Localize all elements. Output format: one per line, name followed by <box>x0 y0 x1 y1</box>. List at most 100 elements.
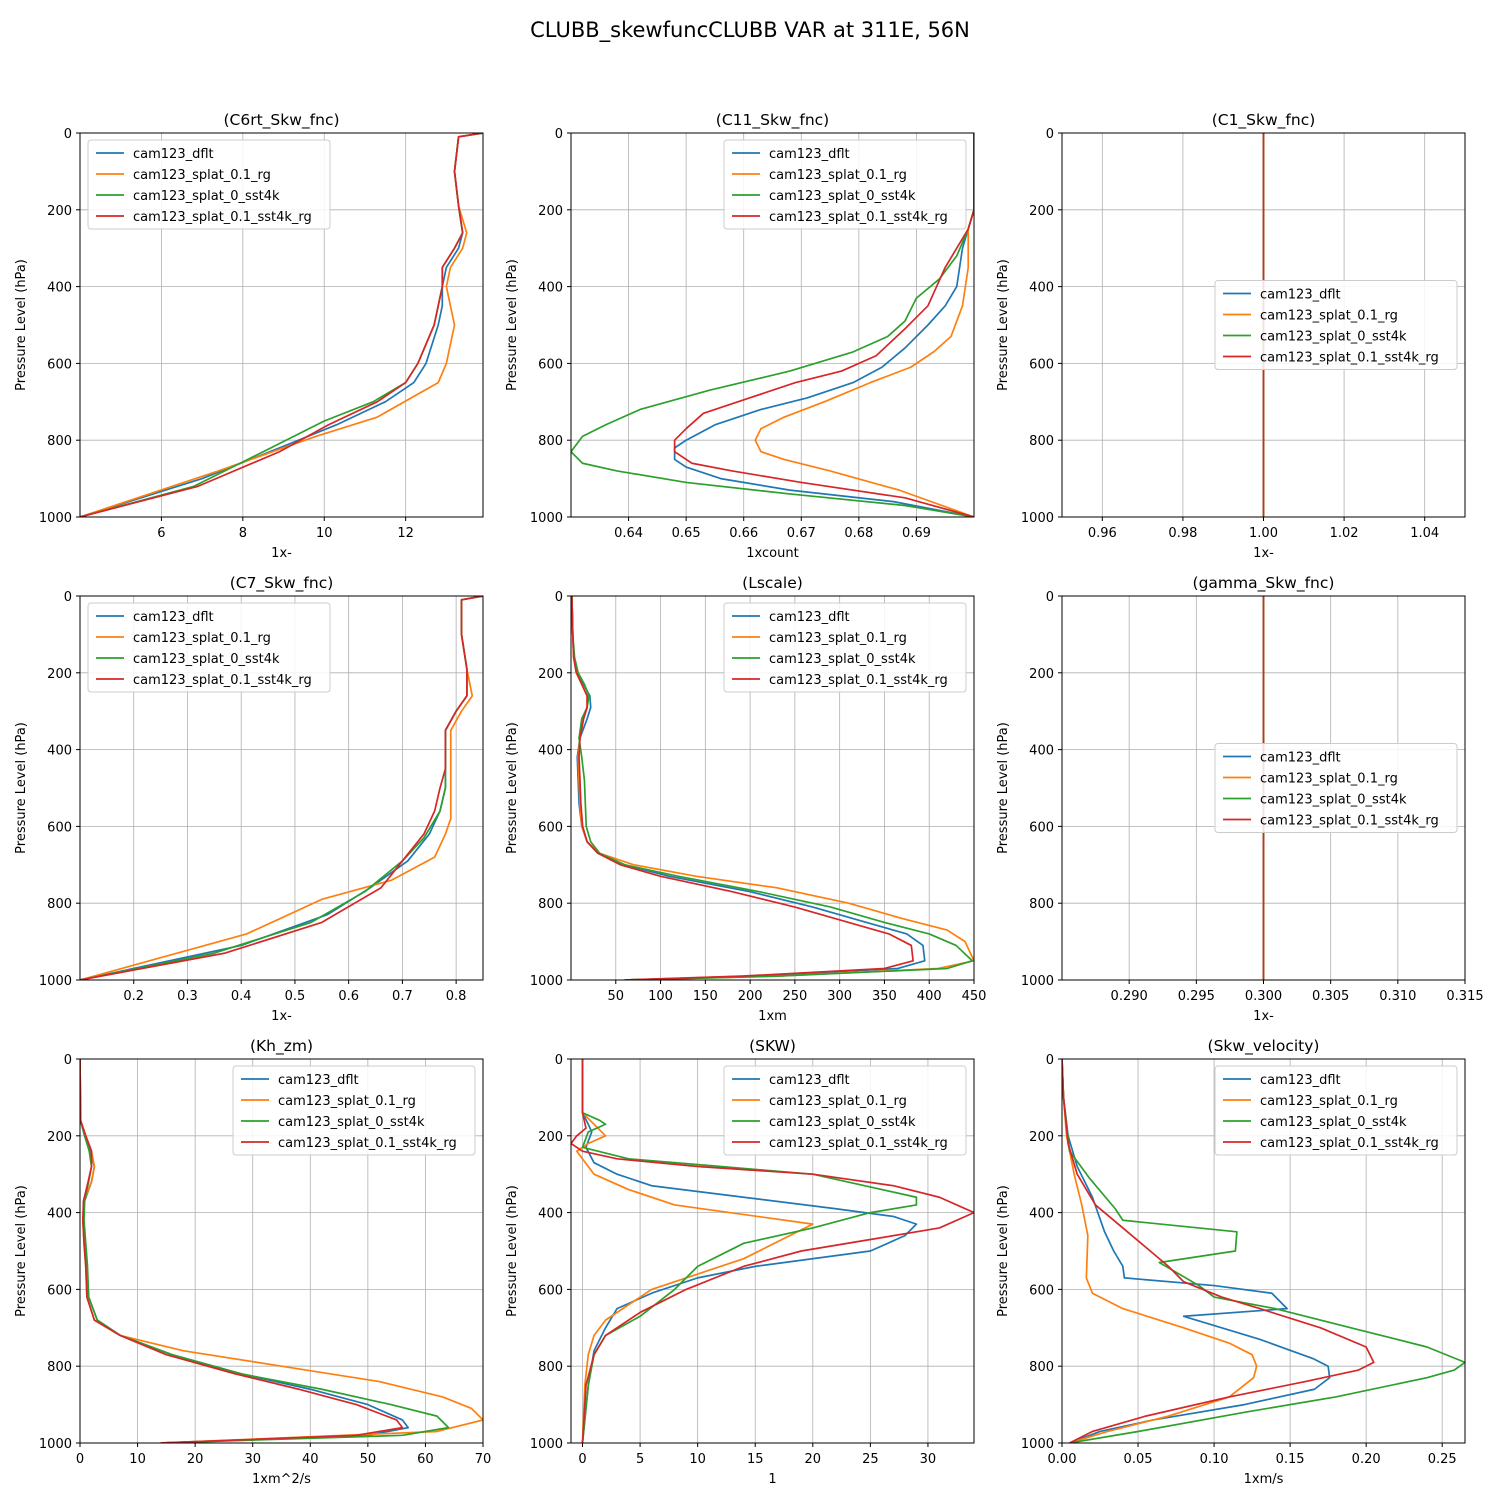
y-tick-label: 1000 <box>39 1437 72 1452</box>
legend-label-4: cam123_splat_0.1_sst4k_rg <box>1260 814 1439 829</box>
y-tick-label: 800 <box>47 897 72 912</box>
legend: cam123_dflt cam123_splat_0.1_rg cam123_spl… <box>87 139 331 230</box>
series-line-4 <box>80 133 483 517</box>
y-tick-label: 200 <box>538 204 563 219</box>
legend-label-2: cam123_splat_0.1_rg <box>1260 772 1398 787</box>
x-tick-label: 0.66 <box>729 526 758 541</box>
y-tick-label: 1000 <box>39 974 72 989</box>
x-tick-label: 20 <box>187 1452 204 1467</box>
x-tick-label: 0.64 <box>614 526 643 541</box>
x-tick-label: 0.5 <box>285 989 306 1004</box>
legend-label-1: cam123_dflt <box>278 1073 359 1088</box>
y-axis-label: Pressure Level (hPa) <box>14 259 29 391</box>
subplot-title: (C7_Skw_fnc) <box>230 574 334 593</box>
legend-box <box>723 1065 967 1156</box>
y-tick-label: 800 <box>47 434 72 449</box>
y-tick-label: 800 <box>538 1360 563 1375</box>
axes-frame <box>79 132 484 518</box>
subplot-title: (C6rt_Skw_fnc) <box>223 111 339 130</box>
axes-frame <box>570 595 975 981</box>
y-tick-label: 400 <box>538 281 563 296</box>
x-tick-label: 6 <box>157 526 165 541</box>
legend-label-1: cam123_dflt <box>769 1073 850 1088</box>
legend-label-2: cam123_splat_0.1_rg <box>278 1094 416 1109</box>
subplot-title: (Kh_zm) <box>250 1037 313 1056</box>
legend-label-3: cam123_splat_0_sst4k <box>1260 793 1407 808</box>
y-tick-label: 0 <box>555 127 563 142</box>
x-tick-label: 0.3 <box>177 989 198 1004</box>
y-tick-label: 400 <box>47 281 72 296</box>
x-tick-label: 0 <box>76 1452 84 1467</box>
x-tick-label: 60 <box>417 1452 434 1467</box>
x-tick-label: 25 <box>862 1452 879 1467</box>
subplot-title: (gamma_Skw_fnc) <box>1193 574 1335 593</box>
series-line-3 <box>571 596 974 980</box>
axes-frame <box>79 1058 484 1444</box>
y-tick-label: 0 <box>64 590 72 605</box>
x-tick-label: 0.67 <box>787 526 816 541</box>
legend-box <box>723 602 967 693</box>
y-tick-label: 400 <box>1029 281 1054 296</box>
x-tick-label: 0.96 <box>1088 526 1117 541</box>
axes-frame <box>79 595 484 981</box>
legend-label-2: cam123_splat_0.1_rg <box>1260 309 1398 324</box>
y-tick-label: 1000 <box>1021 1437 1054 1452</box>
y-tick-label: 0 <box>1046 590 1054 605</box>
x-tick-label: 1.04 <box>1410 526 1439 541</box>
y-tick-label: 400 <box>1029 744 1054 759</box>
subplot-7: 0 10 20 30 40 50 60 70 0 200 400 600 800 1000 (Kh_zm) 1… <box>14 1037 491 1487</box>
legend-box <box>723 139 967 230</box>
y-tick-label: 200 <box>538 1130 563 1145</box>
x-tick-label: 30 <box>920 1452 937 1467</box>
subplot-2: 0.64 0.65 0.66 0.67 0.68 0.69 0 200 400 600 800 100… <box>505 111 975 561</box>
legend-box <box>1214 1065 1458 1156</box>
y-tick-label: 400 <box>47 744 72 759</box>
x-tick-label: 0.15 <box>1276 1452 1305 1467</box>
x-tick-label: 200 <box>738 989 763 1004</box>
legend-label-2: cam123_splat_0.1_rg <box>133 168 271 183</box>
legend-box <box>87 602 331 693</box>
x-tick-label: 0.300 <box>1245 989 1282 1004</box>
subplot-grid: 6 8 10 1202004006008001000(C6rt_Skw_fnc)1x-… <box>14 111 1484 1487</box>
series-line-4 <box>80 596 483 980</box>
legend-label-4: cam123_splat_0.1_sst4k_rg <box>769 210 948 225</box>
y-tick-label: 600 <box>47 1283 72 1298</box>
x-tick-label: 0.98 <box>1168 526 1197 541</box>
y-tick-label: 1000 <box>39 511 72 526</box>
subplot-6: 0.290 0.295 0.300 0.305 0.310 0.315 0 200 400 600… <box>996 574 1484 1024</box>
legend-label-3: cam123_splat_0_sst4k <box>769 652 916 667</box>
y-axis-label: Pressure Level (hPa) <box>996 722 1011 854</box>
x-tick-label: 5 <box>636 1452 644 1467</box>
y-axis-label: Pressure Level (hPa) <box>505 722 520 854</box>
x-axis-label: 1xcount <box>746 546 798 561</box>
x-tick-label: 1.02 <box>1330 526 1359 541</box>
legend-label-4: cam123_splat_0.1_sst4k_rg <box>769 673 948 688</box>
series-line-3 <box>1062 1059 1465 1443</box>
x-tick-label: 50 <box>360 1452 377 1467</box>
y-axis-label: Pressure Level (hPa) <box>505 259 520 391</box>
x-tick-label: 0.315 <box>1446 989 1483 1004</box>
legend-label-2: cam123_splat_0.1_rg <box>133 631 271 646</box>
legend-label-1: cam123_dflt <box>1260 288 1341 303</box>
series-line-4 <box>571 596 914 980</box>
y-tick-label: 0 <box>64 1053 72 1068</box>
series-line-3 <box>571 133 974 517</box>
series-line-4 <box>1062 1059 1375 1443</box>
legend: cam123_dflt cam123_splat_0.1_rg cam123_spl… <box>1214 743 1458 833</box>
y-tick-label: 0 <box>1046 127 1054 142</box>
legend-label-3: cam123_splat_0_sst4k <box>769 189 916 204</box>
y-tick-label: 600 <box>47 357 72 372</box>
y-axis-label: Pressure Level (hPa) <box>996 1185 1011 1317</box>
x-tick-label: 0.2 <box>123 989 144 1004</box>
y-tick-label: 800 <box>47 1360 72 1375</box>
x-tick-label: 30 <box>244 1452 261 1467</box>
x-tick-label: 0.7 <box>392 989 413 1004</box>
x-tick-label: 100 <box>648 989 673 1004</box>
y-tick-label: 200 <box>47 667 72 682</box>
x-axis-label: 1 <box>768 1472 776 1487</box>
y-tick-label: 200 <box>1029 204 1054 219</box>
x-tick-label: 0.68 <box>844 526 873 541</box>
y-tick-label: 1000 <box>1021 511 1054 526</box>
y-tick-label: 1000 <box>530 974 563 989</box>
x-tick-label: 10 <box>129 1452 146 1467</box>
